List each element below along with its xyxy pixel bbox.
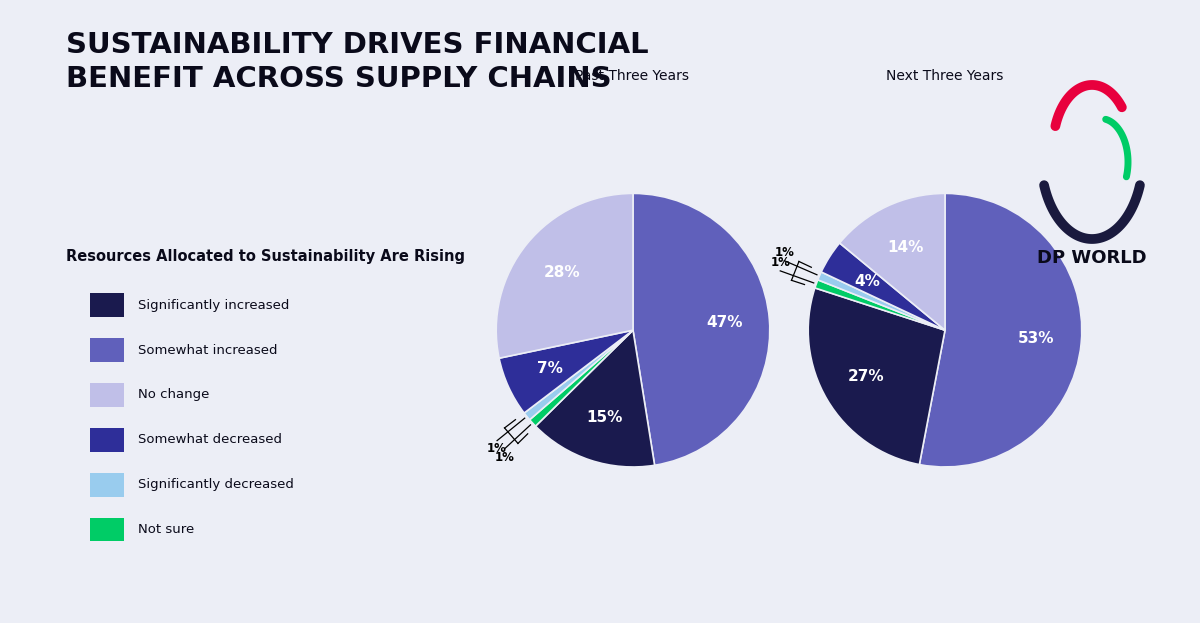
Text: No change: No change <box>138 389 209 401</box>
Wedge shape <box>815 280 946 330</box>
Text: 27%: 27% <box>847 369 884 384</box>
Text: Not sure: Not sure <box>138 523 194 536</box>
Text: Significantly increased: Significantly increased <box>138 299 289 312</box>
Wedge shape <box>919 193 1081 467</box>
Text: 28%: 28% <box>544 265 580 280</box>
Text: Significantly decreased: Significantly decreased <box>138 478 294 491</box>
Wedge shape <box>524 330 634 420</box>
Wedge shape <box>840 193 946 330</box>
Wedge shape <box>821 243 946 330</box>
Text: 47%: 47% <box>706 315 743 330</box>
Wedge shape <box>529 330 634 426</box>
Wedge shape <box>632 193 769 465</box>
Text: 53%: 53% <box>1018 331 1055 346</box>
Wedge shape <box>499 330 634 413</box>
Text: Next Three Years: Next Three Years <box>886 69 1003 82</box>
Text: SUSTAINABILITY DRIVES FINANCIAL
BENEFIT ACROSS SUPPLY CHAINS: SUSTAINABILITY DRIVES FINANCIAL BENEFIT … <box>66 31 649 93</box>
Text: 7%: 7% <box>536 361 563 376</box>
Text: DP WORLD: DP WORLD <box>1037 249 1147 267</box>
Text: Somewhat decreased: Somewhat decreased <box>138 434 282 446</box>
Wedge shape <box>818 272 946 330</box>
Text: 15%: 15% <box>587 410 623 425</box>
Text: 1%: 1% <box>494 450 515 464</box>
Wedge shape <box>535 330 655 467</box>
Text: Past Three Years: Past Three Years <box>576 69 689 82</box>
Text: 1%: 1% <box>774 246 794 259</box>
Text: 1%: 1% <box>770 256 790 269</box>
Text: Resources Allocated to Sustainability Are Rising: Resources Allocated to Sustainability Ar… <box>66 249 466 264</box>
Wedge shape <box>497 193 634 358</box>
Text: 1%: 1% <box>487 442 508 455</box>
Wedge shape <box>809 288 946 465</box>
Text: Somewhat increased: Somewhat increased <box>138 344 277 356</box>
Text: 4%: 4% <box>854 273 881 288</box>
Text: 14%: 14% <box>888 240 924 255</box>
